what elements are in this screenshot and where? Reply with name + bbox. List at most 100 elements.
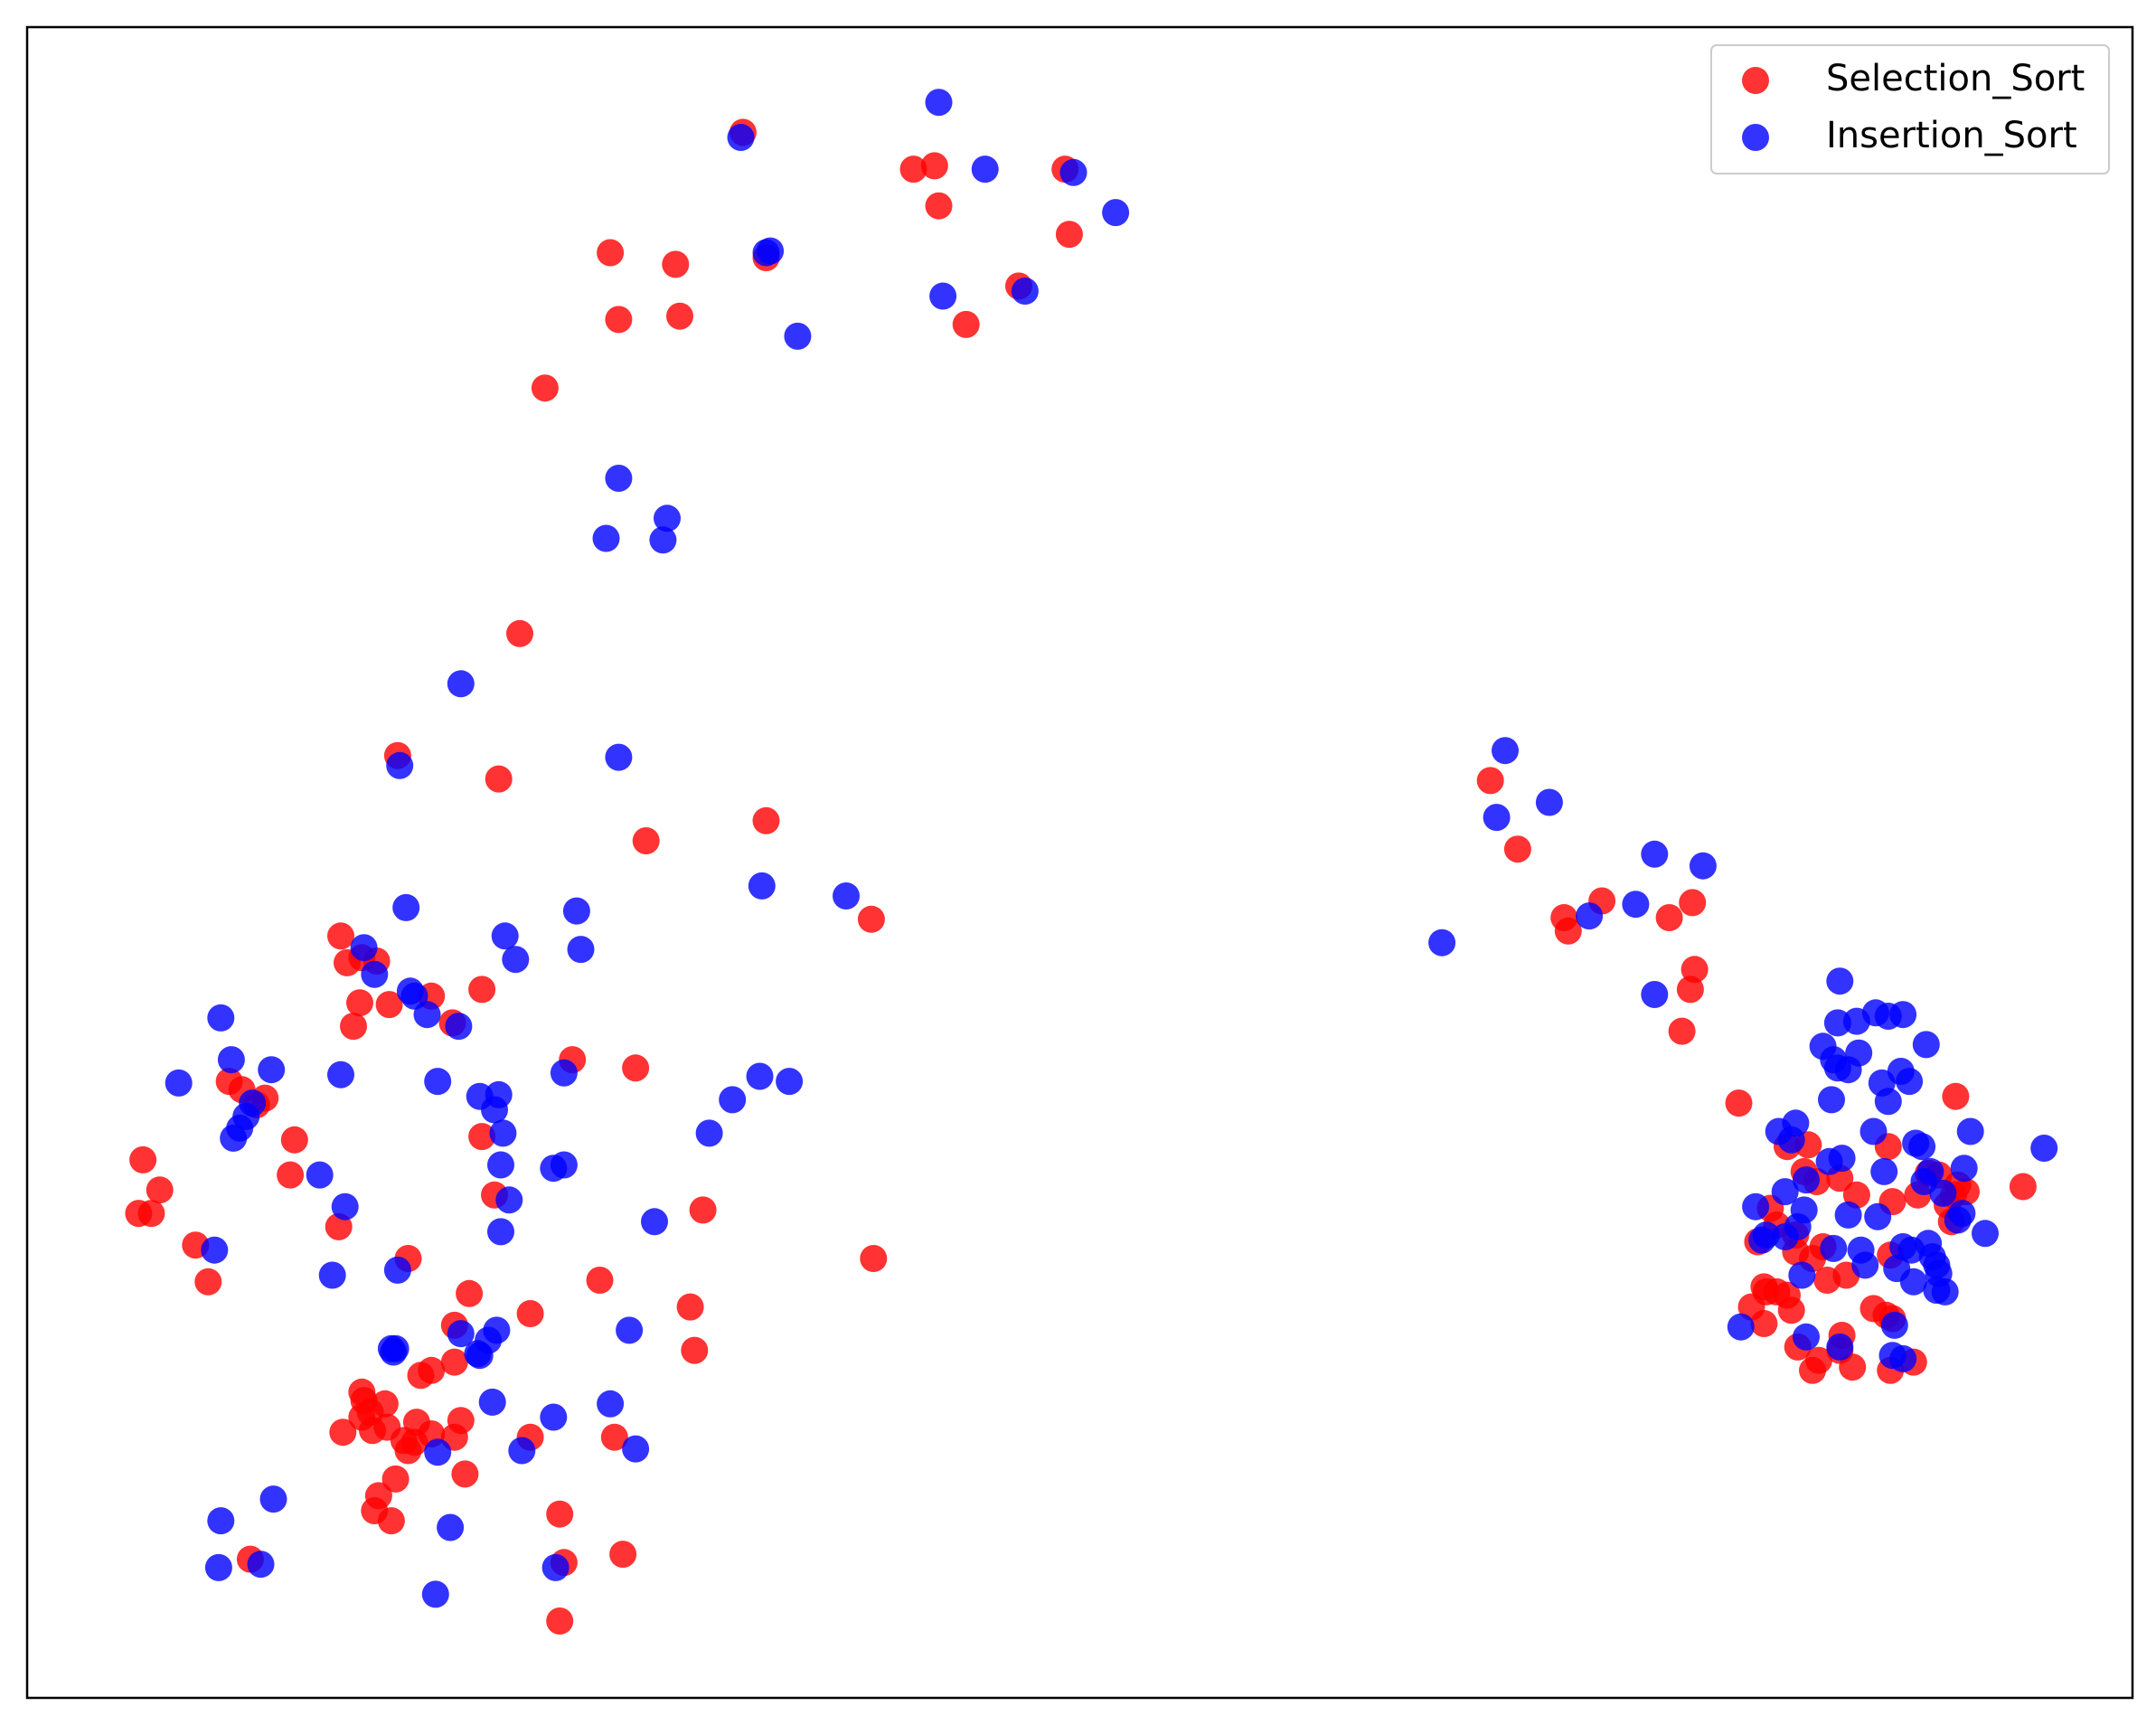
point-insertion-sort bbox=[424, 1438, 452, 1466]
point-insertion-sort bbox=[622, 1435, 650, 1463]
point-selection-sort bbox=[925, 192, 953, 220]
point-insertion-sort bbox=[1102, 199, 1130, 227]
point-insertion-sort bbox=[1777, 1126, 1805, 1154]
point-insertion-sort bbox=[331, 1192, 359, 1221]
point-insertion-sort bbox=[1889, 1344, 1917, 1372]
legend: Selection_Sort Insertion_Sort bbox=[1710, 44, 2110, 174]
point-insertion-sort bbox=[1834, 1201, 1862, 1229]
point-selection-sort bbox=[516, 1300, 544, 1327]
point-selection-sort bbox=[860, 1245, 888, 1272]
point-selection-sort bbox=[920, 152, 948, 180]
point-selection-sort bbox=[359, 1417, 386, 1445]
point-insertion-sort bbox=[971, 156, 999, 184]
plot-area-frame bbox=[25, 25, 2134, 1700]
point-selection-sort bbox=[277, 1161, 305, 1189]
point-insertion-sort bbox=[1889, 1001, 1917, 1029]
point-insertion-sort bbox=[1851, 1251, 1879, 1279]
point-selection-sort bbox=[485, 765, 513, 793]
point-insertion-sort bbox=[1826, 967, 1854, 995]
point-insertion-sort bbox=[1929, 1179, 1957, 1207]
point-insertion-sort bbox=[1897, 1236, 1925, 1264]
point-insertion-sort bbox=[1912, 1031, 1940, 1059]
point-selection-sort bbox=[194, 1268, 222, 1296]
point-insertion-sort bbox=[592, 524, 620, 552]
point-selection-sort bbox=[346, 989, 373, 1017]
point-insertion-sort bbox=[413, 1001, 441, 1029]
point-insertion-sort bbox=[541, 1553, 570, 1581]
point-insertion-sort bbox=[605, 743, 633, 771]
point-insertion-sort bbox=[1428, 928, 1456, 957]
point-insertion-sort bbox=[464, 1340, 492, 1368]
point-insertion-sort bbox=[489, 1119, 517, 1147]
point-insertion-sort bbox=[350, 934, 378, 962]
legend-label-selection-sort: Selection_Sort bbox=[1826, 58, 2085, 99]
point-selection-sort bbox=[1503, 835, 1531, 863]
point-insertion-sort bbox=[719, 1086, 747, 1114]
point-insertion-sort bbox=[540, 1155, 568, 1183]
point-insertion-sort bbox=[925, 89, 953, 117]
point-insertion-sort bbox=[1492, 737, 1519, 765]
point-selection-sort bbox=[952, 310, 980, 338]
point-insertion-sort bbox=[727, 124, 755, 151]
point-insertion-sort bbox=[540, 1403, 568, 1431]
point-selection-sort bbox=[632, 827, 660, 854]
point-selection-sort bbox=[1655, 904, 1683, 931]
point-insertion-sort bbox=[495, 1186, 523, 1214]
point-insertion-sort bbox=[207, 1004, 235, 1032]
point-insertion-sort bbox=[447, 670, 475, 698]
point-insertion-sort bbox=[746, 1062, 774, 1090]
point-selection-sort bbox=[1055, 221, 1083, 249]
point-selection-sort bbox=[605, 306, 633, 334]
point-selection-sort bbox=[586, 1267, 614, 1294]
point-insertion-sort bbox=[1622, 891, 1650, 919]
point-insertion-sort bbox=[327, 1060, 354, 1089]
point-insertion-sort bbox=[1950, 1155, 1978, 1183]
point-selection-sort bbox=[129, 1145, 157, 1174]
legend-box bbox=[1710, 44, 2110, 174]
point-insertion-sort bbox=[1748, 1226, 1776, 1254]
point-insertion-sort bbox=[1641, 981, 1669, 1008]
point-selection-sort bbox=[1679, 889, 1707, 917]
point-selection-sort bbox=[676, 1293, 704, 1321]
point-insertion-sort bbox=[562, 897, 590, 925]
point-selection-sort bbox=[456, 1279, 484, 1307]
point-insertion-sort bbox=[1818, 1086, 1845, 1114]
point-insertion-sort bbox=[386, 751, 414, 779]
point-selection-sort bbox=[899, 156, 927, 184]
point-selection-sort bbox=[371, 1390, 399, 1418]
point-selection-sort bbox=[468, 976, 496, 1004]
legend-label-insertion-sort: Insertion_Sort bbox=[1826, 115, 2077, 156]
point-insertion-sort bbox=[649, 526, 677, 554]
point-insertion-sort bbox=[1874, 1088, 1902, 1116]
point-insertion-sort bbox=[1742, 1192, 1770, 1221]
point-selection-sort bbox=[418, 1356, 446, 1384]
point-selection-sort bbox=[600, 1423, 628, 1451]
point-selection-sort bbox=[215, 1068, 243, 1096]
point-insertion-sort bbox=[259, 1485, 287, 1513]
point-insertion-sort bbox=[2030, 1135, 2058, 1162]
point-selection-sort bbox=[546, 1500, 574, 1528]
point-selection-sort bbox=[1763, 1277, 1791, 1306]
point-insertion-sort bbox=[1896, 1068, 1924, 1096]
point-selection-sort bbox=[531, 374, 559, 402]
point-insertion-sort bbox=[217, 1046, 245, 1074]
point-insertion-sort bbox=[481, 1096, 508, 1124]
point-insertion-sort bbox=[1823, 1009, 1851, 1037]
point-insertion-sort bbox=[695, 1119, 723, 1147]
point-insertion-sort bbox=[491, 922, 519, 950]
point-selection-sort bbox=[1750, 1310, 1778, 1337]
point-insertion-sort bbox=[1908, 1133, 1936, 1161]
point-insertion-sort bbox=[487, 1151, 514, 1179]
point-selection-sort bbox=[1668, 1017, 1696, 1045]
point-selection-sort bbox=[622, 1054, 650, 1082]
point-insertion-sort bbox=[361, 960, 389, 988]
point-insertion-sort bbox=[447, 1320, 475, 1348]
point-insertion-sort bbox=[437, 1513, 465, 1541]
point-insertion-sort bbox=[424, 1068, 452, 1096]
point-selection-sort bbox=[125, 1200, 153, 1228]
point-insertion-sort bbox=[833, 882, 860, 910]
point-insertion-sort bbox=[1771, 1178, 1799, 1206]
point-insertion-sort bbox=[1689, 852, 1717, 880]
point-insertion-sort bbox=[784, 322, 812, 350]
